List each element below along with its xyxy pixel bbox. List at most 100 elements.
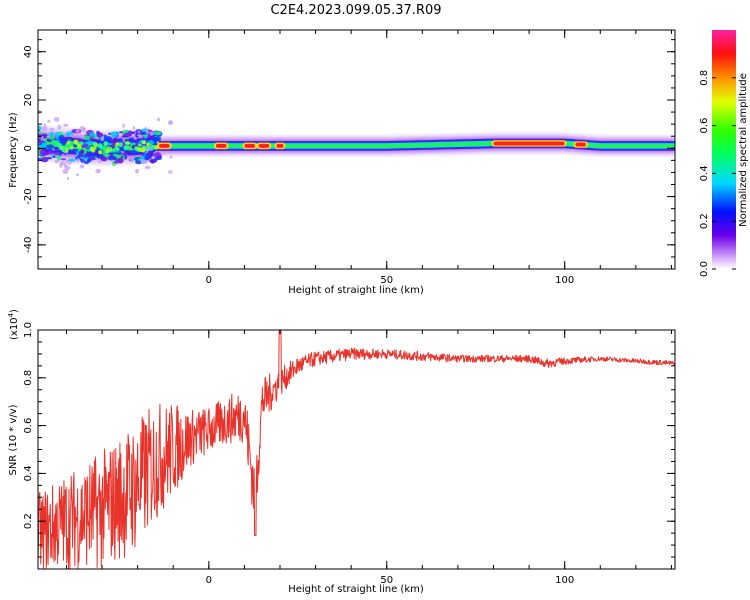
heat-speckle	[145, 130, 149, 135]
heat-blob	[45, 144, 55, 149]
y-tick-label: -40	[23, 237, 34, 253]
spectrogram-panel: 0 50 100 -40 -20 0 20 40 Height of straight lin…	[8, 29, 676, 296]
heat-blob	[103, 134, 107, 138]
heat-spot	[66, 143, 69, 147]
heat-speckle	[80, 134, 86, 139]
heat-blob	[58, 152, 63, 156]
heat-blob	[39, 145, 47, 147]
colorbar: 0.0 0.2 0.4 0.6 0.8 Normalized spectral ampl…	[699, 30, 749, 277]
heat-blob	[60, 158, 67, 161]
heat-blob	[140, 152, 146, 155]
spectrogram-axes: 0 50 100 -40 -20 0 20 40	[23, 30, 675, 286]
colorbar-tick-label: 0.8	[699, 70, 710, 86]
heat-spot	[73, 139, 79, 145]
heat-blob	[46, 157, 53, 160]
strong-segment	[244, 143, 256, 148]
colorbar-tick-label: 0.2	[699, 213, 710, 229]
heat-spot	[66, 141, 70, 145]
heat-speckle	[40, 138, 45, 141]
heat-spot	[146, 142, 150, 146]
heat-speckle	[54, 159, 60, 164]
heat-speckle	[59, 161, 66, 166]
heat-blob	[41, 142, 47, 148]
heat-blob	[120, 155, 124, 158]
heat-speckle	[65, 159, 69, 164]
heat-speckle	[149, 131, 155, 136]
heat-blob	[127, 130, 133, 137]
heat-blob	[149, 158, 158, 163]
heat-spot	[77, 144, 82, 149]
y-tick-label: 0.2	[23, 513, 34, 529]
heat-speckle	[122, 123, 125, 128]
heat-speckle	[76, 158, 80, 162]
heat-spot	[140, 147, 146, 153]
heat-speckle	[161, 151, 165, 155]
heat-blob	[83, 154, 88, 159]
heat-blob	[68, 148, 77, 153]
heat-blob	[131, 149, 137, 156]
heat-spot	[105, 148, 110, 153]
spectrogram-plot-frame	[37, 29, 676, 270]
heat-blob	[71, 129, 76, 133]
strong-segment	[258, 143, 270, 148]
heat-speckle	[52, 148, 55, 151]
heat-spot	[156, 141, 159, 144]
heat-blob	[39, 131, 44, 135]
heat-blob	[83, 160, 90, 165]
heat-speckle	[46, 135, 50, 138]
heat-speckle	[135, 168, 139, 174]
heat-spot	[69, 145, 74, 150]
heat-spot	[142, 140, 147, 145]
heat-spot	[118, 142, 123, 147]
heat-spot	[98, 143, 103, 148]
heat-speckle	[146, 148, 149, 153]
heat-spot	[126, 141, 130, 145]
colorbar-tick-label: 0.0	[699, 261, 710, 277]
x-tick-label: 50	[380, 575, 393, 586]
strong-segment	[215, 143, 227, 148]
y-tick-label: 0	[23, 145, 34, 151]
heat-spot	[79, 141, 84, 146]
colorbar-tick-label: 0.4	[699, 165, 710, 181]
y-tick-label: 0.6	[23, 418, 34, 434]
heat-speckle	[75, 173, 79, 177]
snr-panel: 0 50 100 0.2 0.4 0.6 0.8 1.0 Height of straight…	[7, 309, 676, 595]
spectrogram-xlabel: Height of straight line (km)	[288, 285, 424, 296]
heat-blob	[121, 135, 129, 138]
heat-speckle	[49, 127, 55, 131]
colorbar-ticks: 0.0 0.2 0.4 0.6 0.8	[699, 70, 736, 277]
heat-speckle	[122, 137, 125, 143]
heat-speckle	[136, 134, 142, 137]
heat-spot	[89, 146, 95, 152]
heatmap-marks	[38, 109, 675, 181]
heat-speckle	[169, 155, 173, 159]
y-tick-label: -20	[23, 188, 34, 204]
heat-blob	[75, 151, 80, 155]
heat-blob	[48, 135, 55, 140]
y-tick-label: 20	[23, 94, 34, 107]
heat-blob	[80, 149, 85, 154]
heat-speckle	[57, 124, 62, 130]
heat-speckle	[66, 176, 70, 181]
figure-title: C2E4.2023.099.05.37.R09	[270, 3, 441, 18]
heat-blob	[104, 153, 110, 158]
heat-blob	[107, 155, 116, 161]
y-tick-label: 40	[23, 45, 34, 58]
heat-blob	[46, 151, 54, 155]
multiplier-base: (x10	[9, 317, 20, 340]
heat-speckle	[144, 165, 151, 170]
heat-blob	[141, 134, 149, 137]
y-tick-label: 0.8	[23, 370, 34, 386]
svg-text:(x104): (x104)	[7, 309, 20, 340]
heat-speckle	[98, 160, 102, 164]
heat-speckle	[132, 125, 136, 130]
heat-blob	[100, 156, 108, 162]
snr-axes: 0 50 100 0.2 0.4 0.6 0.8 1.0	[23, 322, 675, 586]
heat-blob	[49, 131, 54, 138]
heat-spot	[151, 146, 154, 149]
heat-spot	[94, 147, 97, 150]
heat-blob	[147, 137, 151, 141]
heat-spot	[98, 150, 103, 155]
heat-blob	[56, 156, 62, 161]
heat-spot	[106, 146, 110, 150]
